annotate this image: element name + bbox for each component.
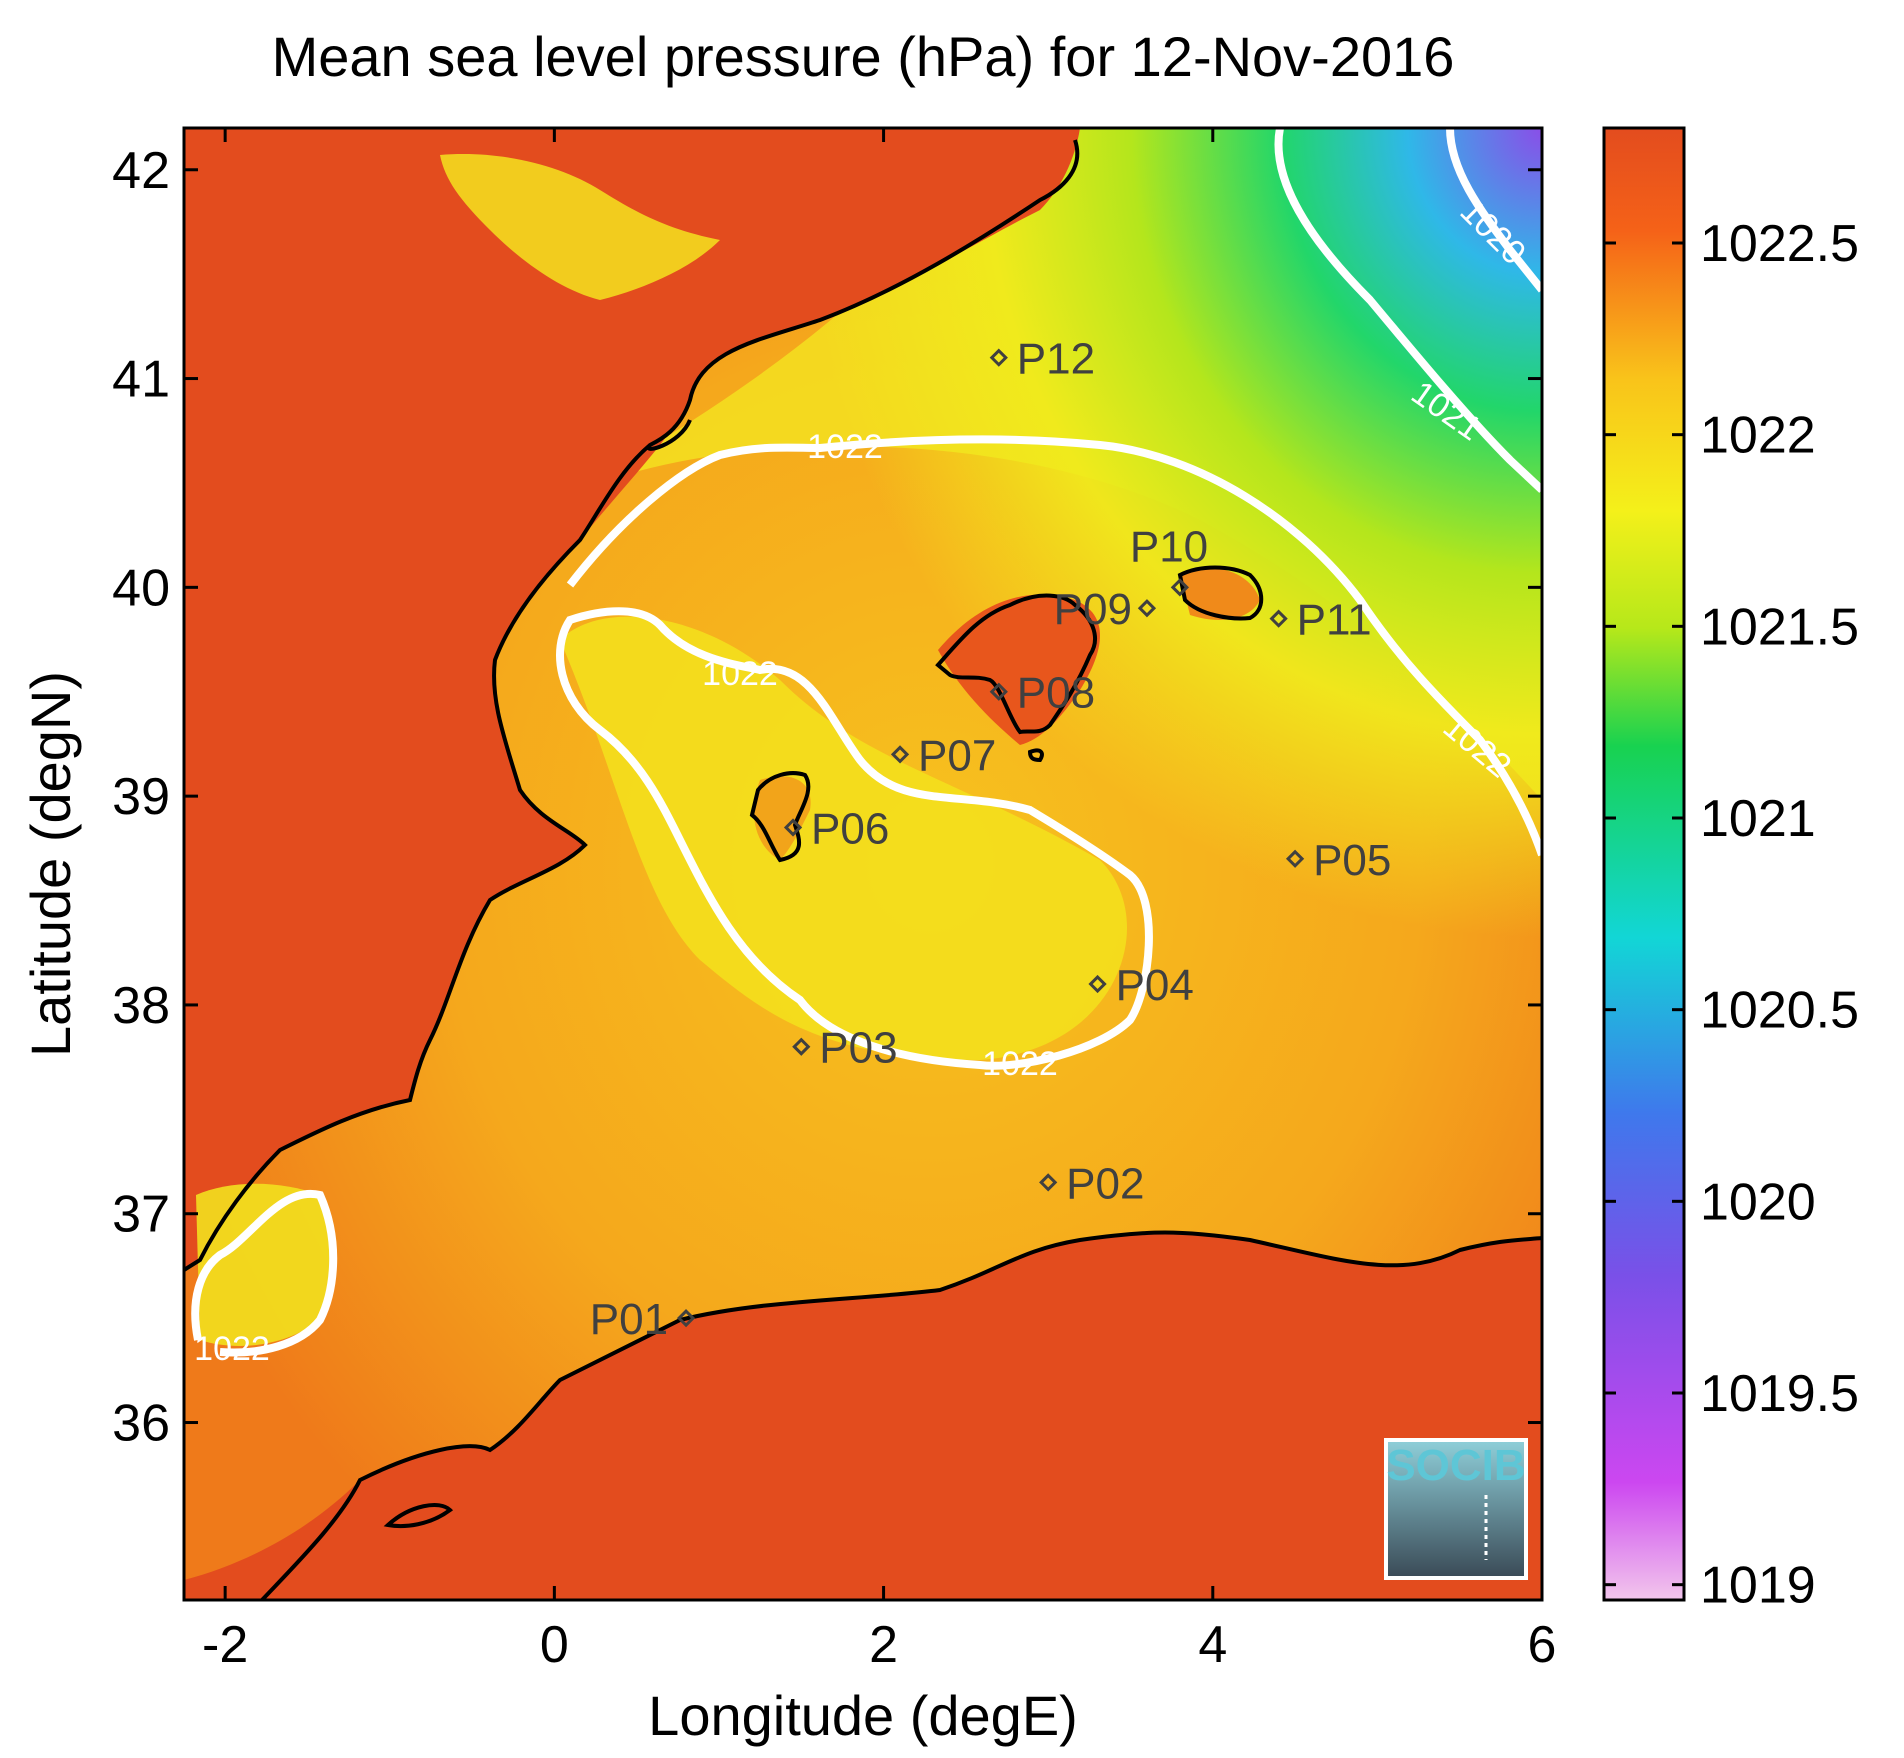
contour-label: 1022 [982, 1045, 1058, 1083]
contour-1022-alboran [191, 1189, 338, 1357]
menorca-coastline [1177, 565, 1264, 621]
station-label: P08 [1017, 669, 1095, 718]
colorbar-tick-label: 1022 [1700, 407, 1816, 465]
axis-ticks: -2 0 2 4 6 36 37 38 39 40 41 42 [112, 128, 1556, 1674]
colorbar-tick-label: 1020.5 [1700, 982, 1859, 1040]
colorbar-tick-label: 1019 [1700, 1557, 1816, 1615]
y-tick-label: 40 [112, 559, 170, 617]
station-label: P06 [811, 804, 889, 853]
x-axis-label: Longitude (degE) [648, 1684, 1078, 1747]
colorbar-tick-label: 1022.5 [1700, 215, 1859, 273]
alboran-island-coastline [383, 1503, 454, 1529]
africa-land [184, 1232, 1542, 1600]
ibiza-coastline [749, 771, 811, 863]
contour-label: 1022 [194, 1330, 270, 1368]
ebro-field [440, 154, 720, 300]
menorca-land [1180, 568, 1260, 620]
x-tick-label: 0 [540, 1616, 569, 1674]
map-plot-area: 1022 1022 1022 1022 1022 1021 1020 P01P0… [184, 128, 1542, 1600]
mallorca-coastline [935, 593, 1097, 735]
colorbar-tick-label: 1019.5 [1700, 1365, 1859, 1423]
africa-coastline [260, 1230, 1542, 1600]
station-label: P02 [1066, 1159, 1144, 1208]
colorbar-tick-label: 1020 [1700, 1173, 1816, 1231]
station-marker [676, 1309, 696, 1328]
contour-1021 [1274, 128, 1542, 493]
station-label: P04 [1116, 961, 1194, 1010]
pressure-contours [191, 128, 1542, 1357]
colorbar-tick-label: 1021 [1700, 790, 1816, 848]
x-tick-label: -2 [202, 1616, 248, 1674]
y-tick-label: 41 [112, 351, 170, 409]
station-label: P05 [1313, 836, 1391, 885]
station-marker [1285, 849, 1305, 868]
contour-label: 1022 [807, 428, 883, 466]
y-tick-label: 36 [112, 1395, 170, 1453]
x-tick-label: 2 [869, 1616, 898, 1674]
station-marker [989, 348, 1008, 367]
station-marker [1039, 1173, 1058, 1192]
contour-1022-outer [566, 435, 1542, 857]
contour-1022-inner [556, 607, 1153, 1070]
station-label: P12 [1017, 335, 1095, 384]
station-label: P03 [819, 1024, 897, 1073]
socib-logo-icon [1384, 1438, 1528, 1580]
station-marker [1170, 578, 1189, 597]
contour-1020 [1446, 128, 1542, 293]
socib-logo: SOCIB [1384, 1438, 1528, 1580]
iberia-coastline [184, 139, 1080, 1272]
logo-text: SOCIB [1386, 1441, 1525, 1490]
station-marker [783, 818, 803, 837]
y-tick-label: 42 [112, 142, 170, 200]
x-tick-label: 4 [1198, 1616, 1227, 1674]
station-label: P11 [1297, 596, 1372, 645]
coastlines [184, 139, 1542, 1600]
iberia-land [184, 128, 1080, 1270]
alboran-field [196, 1183, 334, 1346]
colorbar [1602, 126, 1686, 1602]
y-tick-label: 37 [112, 1186, 170, 1244]
colorbar-ticks: 1019 1019.5 1020 1020.5 1021 1021.5 1022 1022.5 [1604, 215, 1859, 1615]
station-label: P09 [1054, 585, 1132, 634]
station-marker [1137, 599, 1157, 618]
contour-label: 1022 [702, 655, 778, 693]
station-marker [890, 745, 910, 764]
colorbar-tick-label: 1021.5 [1700, 598, 1859, 656]
y-axis-label: Latitude (degN) [19, 671, 82, 1057]
y-tick-label: 38 [112, 977, 170, 1035]
station-label: P07 [918, 731, 996, 780]
station-marker [1088, 974, 1107, 994]
cabrera-coastline [1027, 748, 1044, 763]
plot-frame [182, 126, 1544, 1602]
station-marker [989, 682, 1008, 701]
x-tick-label: 6 [1528, 1616, 1557, 1674]
chart-title: Mean sea level pressure (hPa) for 12-Nov… [272, 25, 1455, 88]
station-marker [1269, 609, 1288, 628]
station-label: P10 [1130, 522, 1208, 571]
station-markers: P01 P02 P03 P04 P05 P06 P07 P08 P09 P10 P11 P12 [590, 335, 1392, 1344]
station-marker [792, 1037, 811, 1056]
y-tick-label: 39 [112, 768, 170, 826]
station-label: P01 [590, 1295, 668, 1344]
